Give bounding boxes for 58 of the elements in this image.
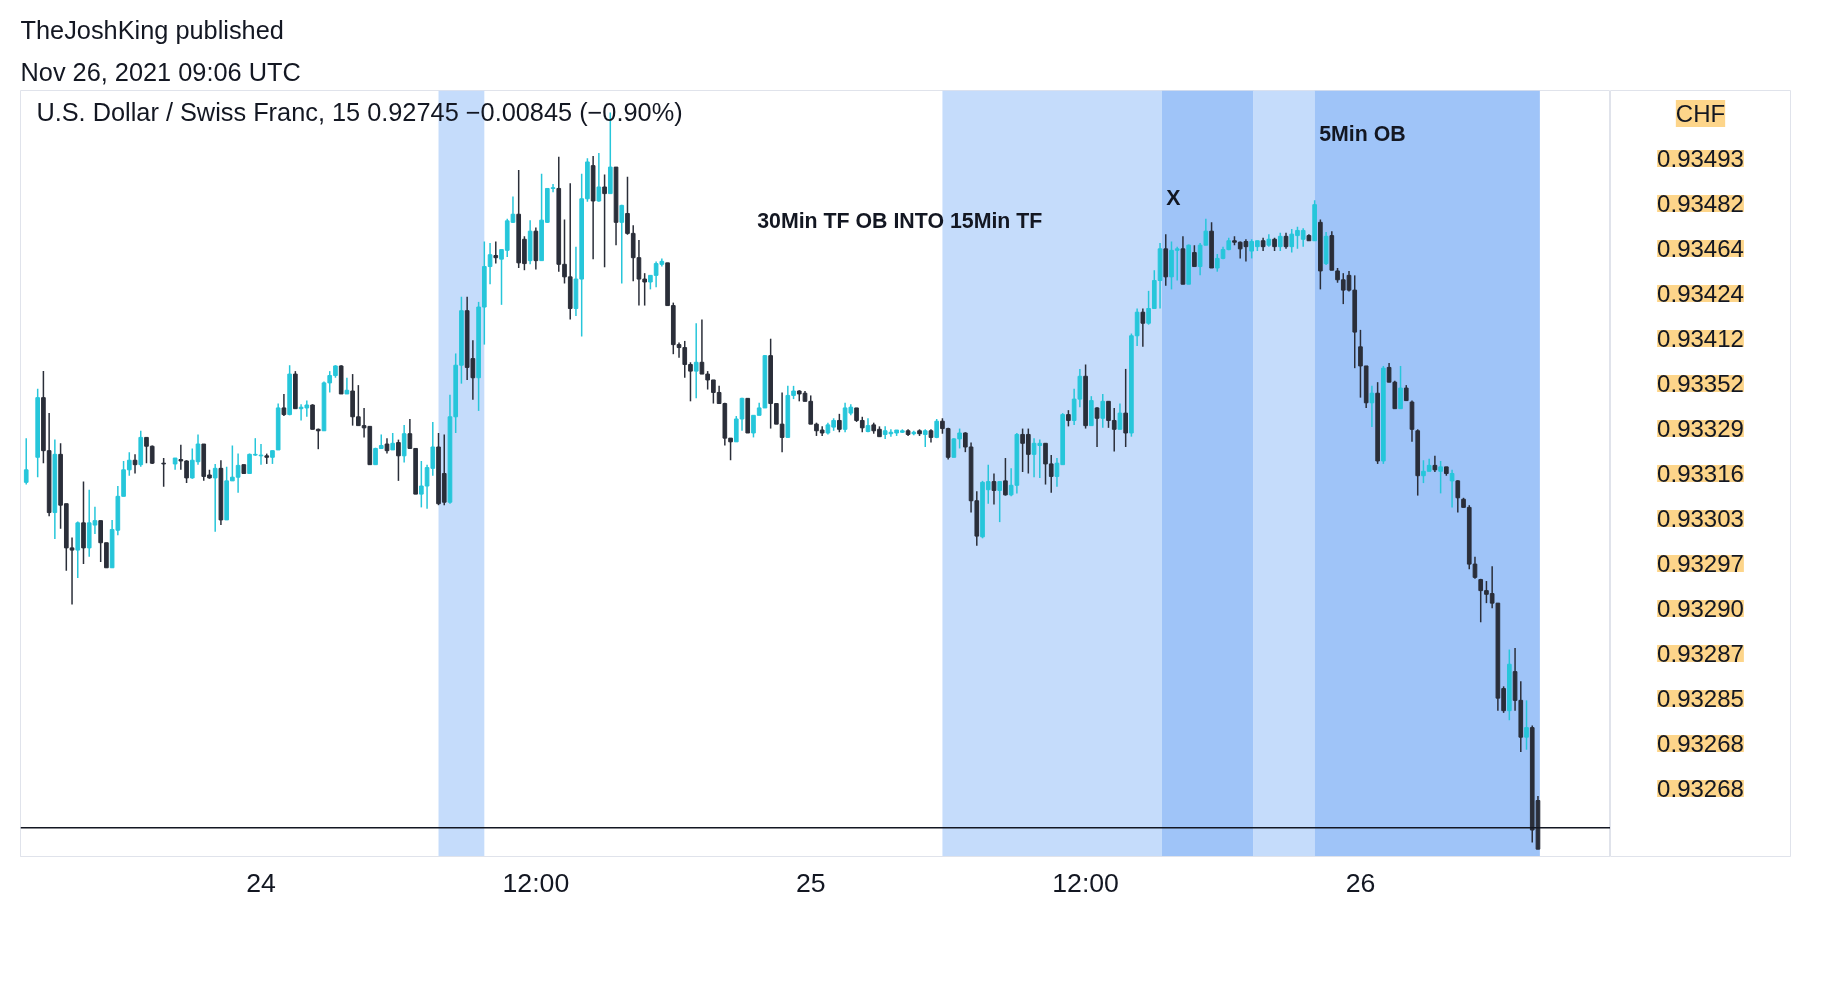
candlestick [23,437,29,486]
text: 0.93316 [1657,460,1744,487]
text: 0.93482 [1657,189,1744,217]
text: 0.93303 [1657,505,1744,532]
candlestick [281,393,287,417]
candlestick [1117,402,1123,431]
text: 0.93352 [1657,369,1744,397]
candlestick [1369,385,1375,428]
candlestick [1100,393,1106,429]
candlestick [1398,365,1403,410]
candlestick [1455,479,1461,514]
candlestick [1140,307,1146,348]
candlestick [161,457,166,488]
candlestick [997,480,1003,523]
x-tick-label: 12:00 [1052,867,1119,898]
candlestick [1192,244,1197,268]
candlestick [1438,460,1443,495]
x-tick-label: 24 [246,867,276,898]
candlestick [396,438,401,482]
x-tick-label: 25 [795,867,826,898]
text: 0.93464 [1657,234,1744,262]
candlestick [212,463,218,533]
candlestick [602,173,607,269]
text: 0.93287 [1657,640,1744,668]
text: 0.93290 [1657,595,1744,623]
candlestick [1432,455,1438,473]
candlestick [991,472,997,506]
annotation: X [1166,185,1182,210]
candlestick [1094,406,1100,448]
candlestick [619,203,625,285]
annotation: 30Min TF OB INTO 15Min TF [757,208,1043,233]
candlestick [1003,457,1008,497]
candlestick [1524,699,1529,751]
candlestick [1123,368,1129,448]
candlestick [401,424,407,464]
text: 0.93424 [1657,279,1744,307]
candlestick [837,413,842,433]
text: 0.93268 [1657,730,1744,758]
candlestick [693,322,699,400]
candlestick [493,240,499,265]
x-tick-label: 26 [1345,867,1376,898]
text: 0.93412 [1657,324,1744,352]
chart-subtitle: TheJoshKing published Nov 26, 2021 09:06 UTC [20,15,301,86]
text: 0.93285 [1657,685,1744,713]
text: 0.93493 [1657,144,1744,172]
candlestick [779,391,785,453]
annotation: 5Min OB [1319,122,1406,147]
candlestick [1277,231,1283,252]
x-tick-label: 12:00 [502,867,570,898]
candlestick [344,377,350,395]
text: 0.93268 [1657,775,1744,803]
candlestick [1449,469,1455,509]
text: 0.93329 [1657,415,1744,442]
text: CHF [1675,99,1726,127]
text: 0.93297 [1657,550,1744,578]
candlestick [596,152,602,203]
chart-title: U.S. Dollar / Swiss Franc, 15 0.92745 −0.00845 (−0.90%) [36,97,683,126]
candlestick [132,453,138,475]
